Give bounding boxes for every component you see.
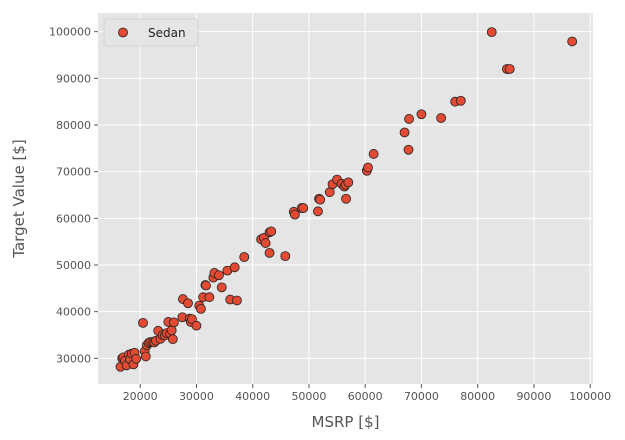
x-tick-label: 60000 <box>348 390 383 403</box>
data-point <box>313 206 323 217</box>
x-tick-label: 30000 <box>179 390 214 403</box>
data-point <box>131 353 142 364</box>
data-point <box>343 177 354 188</box>
data-point <box>201 280 211 291</box>
data-point <box>504 64 515 74</box>
legend: Sedan <box>103 18 199 47</box>
data-point <box>191 320 202 331</box>
data-point <box>266 226 277 237</box>
data-point <box>567 36 578 47</box>
data-point <box>280 251 291 262</box>
data-point <box>138 317 148 328</box>
x-tick-label: 20000 <box>123 390 158 403</box>
data-point <box>436 113 447 123</box>
x-tick-label: 50000 <box>291 390 326 403</box>
x-axis-ticks: 20000 30000 40000 50000 60000 70000 80000 90000… <box>123 384 611 403</box>
x-tick-label: 90000 <box>516 390 551 403</box>
data-point <box>368 149 379 159</box>
data-point <box>260 238 271 248</box>
data-point <box>239 252 250 262</box>
data-point <box>196 303 206 314</box>
x-tick-label: 40000 <box>235 390 270 403</box>
y-axis-label: Target Value [$] <box>10 139 28 258</box>
data-point <box>232 295 242 306</box>
data-point <box>298 203 309 213</box>
data-point <box>214 270 224 281</box>
data-point <box>229 262 240 273</box>
data-point <box>216 282 227 293</box>
data-point <box>167 334 178 345</box>
data-point <box>264 247 275 258</box>
x-tick-label: 70000 <box>404 390 439 403</box>
legend-box <box>103 18 199 47</box>
data-point <box>363 162 373 173</box>
y-tick-label: 60000 <box>56 212 91 225</box>
data-point <box>403 144 414 155</box>
x-axis-label: MSRP [$] <box>312 413 380 431</box>
data-point <box>341 193 351 204</box>
legend-marker-sedan <box>118 27 128 38</box>
y-tick-label: 90000 <box>56 72 91 85</box>
data-point <box>399 127 410 138</box>
y-tick-label: 30000 <box>56 352 91 365</box>
data-point <box>416 109 427 120</box>
y-tick-label: 100000 <box>49 26 91 39</box>
legend-label-sedan: Sedan <box>148 26 186 40</box>
x-tick-label: 80000 <box>460 390 495 403</box>
y-tick-label: 40000 <box>56 306 91 319</box>
data-point <box>404 114 414 124</box>
y-tick-label: 50000 <box>56 259 91 272</box>
data-point <box>315 194 326 205</box>
data-point <box>140 351 151 362</box>
grid <box>98 13 593 384</box>
data-point <box>183 298 193 309</box>
data-point <box>486 27 497 38</box>
data-point <box>169 317 179 328</box>
y-tick-label: 70000 <box>56 166 91 179</box>
data-points <box>115 27 578 372</box>
y-tick-label: 80000 <box>56 119 91 132</box>
y-axis-ticks: 30000 40000 50000 60000 70000 80000 90000 10000… <box>49 26 98 365</box>
data-point <box>289 209 300 220</box>
data-point <box>204 292 215 303</box>
x-tick-label: 100000 <box>569 390 611 403</box>
data-point <box>455 95 466 106</box>
